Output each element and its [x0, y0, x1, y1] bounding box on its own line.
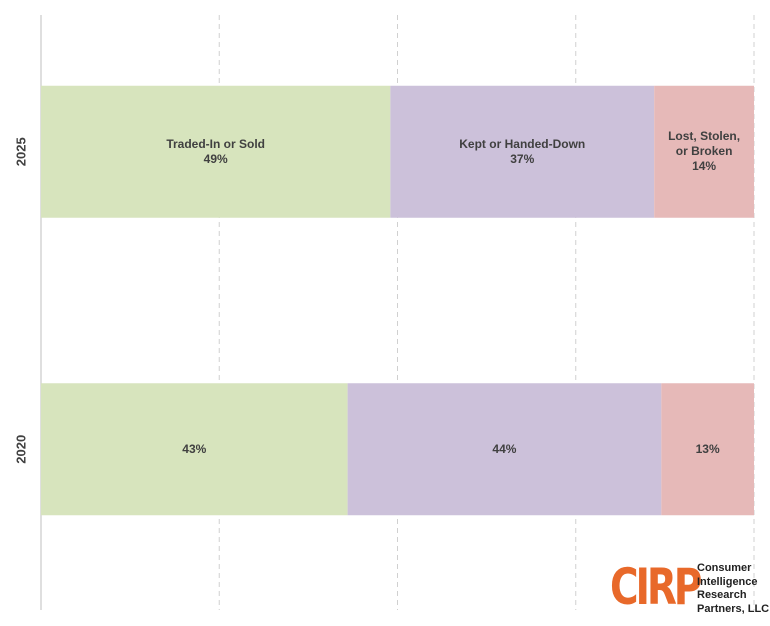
- segment-label: 43%: [79, 383, 309, 515]
- bar-segment: [654, 85, 754, 218]
- value-label: 44%: [492, 441, 517, 456]
- bar-segment: [347, 383, 662, 516]
- segment-label: 44%: [387, 383, 622, 515]
- bar-segment: [41, 85, 391, 218]
- value-label: 49%: [203, 151, 228, 166]
- segment-label: 13%: [673, 383, 743, 515]
- segment-label: Kept or Handed-Down 37%: [423, 86, 621, 218]
- series-name: Kept or Handed-Down: [459, 136, 586, 151]
- series-name: Lost, Stolen, or Broken: [668, 129, 741, 159]
- series-name: Traded-In or Sold: [166, 136, 265, 151]
- logo-mark: CIRP: [610, 558, 702, 616]
- segment-label: Lost, Stolen, or Broken 14%: [667, 86, 742, 218]
- y-tick-label: 2020: [13, 435, 28, 464]
- value-label: 13%: [695, 441, 720, 456]
- value-label: 43%: [182, 441, 207, 456]
- value-label: 14%: [692, 159, 717, 174]
- segment-label: Traded-In or Sold 49%: [85, 86, 347, 218]
- y-tick-label: 2025: [13, 137, 28, 166]
- bar-segment: [661, 383, 754, 516]
- bar-segment: [41, 383, 348, 516]
- logo-text: Consumer Intelligence Research Partners,…: [697, 562, 770, 615]
- bar-segment: [390, 85, 655, 218]
- value-label: 37%: [510, 151, 535, 166]
